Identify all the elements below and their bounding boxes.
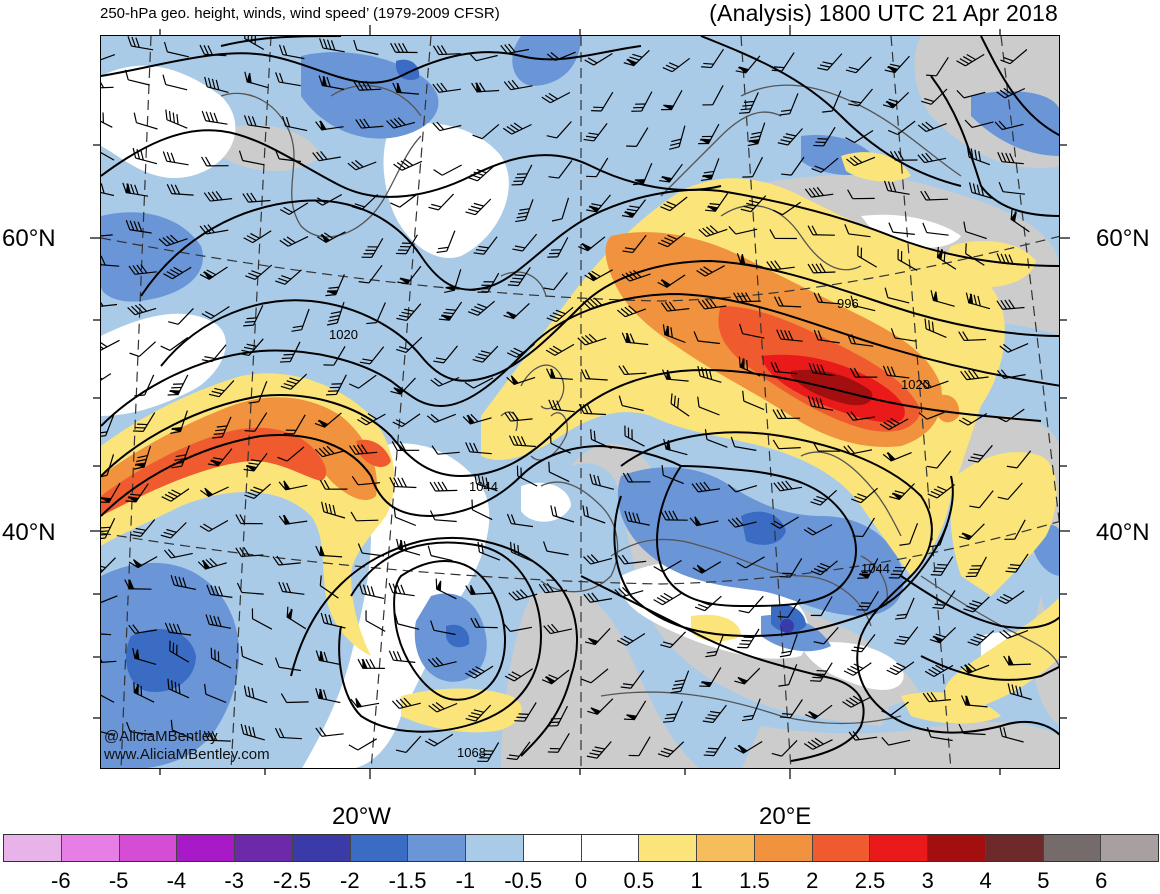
colorbar-tick-label: -2.5 [273,868,311,894]
colorbar-tick-label: -4 [167,868,187,894]
colorbar-tick-label: 3 [922,868,934,894]
lat-label-left: 60°N [2,225,56,253]
colorbar-swatch [813,834,871,862]
colorbar-tick-label: -1.5 [389,868,427,894]
colorbar-swatch [697,834,755,862]
colorbar-swatch [928,834,986,862]
colorbar-swatch [986,834,1044,862]
colorbar-tick-label: 5 [1037,868,1049,894]
colorbar-swatch [466,834,524,862]
lat-label-right: 40°N [1096,519,1150,547]
credit-twitter: @AliciaMBentley [104,728,218,745]
lon-label: 20°E [759,803,811,831]
colorbar-tick-label: -6 [51,868,71,894]
colorbar-tick-label: 2.5 [855,868,886,894]
lon-label: 20°W [332,803,391,831]
colorbar-swatch [62,834,120,862]
colorbar-tick-label: 6 [1095,868,1107,894]
colorbar-tick-label: 4 [979,868,991,894]
colorbar-swatch [1044,834,1102,862]
colorbar-tick-label: 0.5 [624,868,655,894]
map-title: (Analysis) 1800 UTC 21 Apr 2018 [709,0,1058,27]
colorbar [3,834,1159,862]
colorbar-swatch [1101,834,1159,862]
map-subtitle: 250-hPa geo. height, winds, wind speed’ … [100,5,500,22]
colorbar-tick-label: -1 [456,868,476,894]
colorbar-swatch [351,834,409,862]
contour-label: 1020 [901,377,930,392]
lat-label-left: 40°N [2,519,56,547]
colorbar-swatch [870,834,928,862]
lat-label-right: 60°N [1096,225,1150,253]
colorbar-swatch [524,834,582,862]
map-canvas: 1020 996 1020 1044 1044 1068 [101,36,1060,769]
colorbar-swatch [235,834,293,862]
weather-map: 1020 996 1020 1044 1044 1068 [100,35,1060,769]
colorbar-tick-label: -2 [340,868,360,894]
colorbar-swatch [3,834,62,862]
colorbar-tick-label: 1.5 [739,868,770,894]
colorbar-tick-label: 2 [806,868,818,894]
colorbar-swatch [639,834,697,862]
colorbar-swatch [408,834,466,862]
colorbar-tick-label: -0.5 [504,868,542,894]
colorbar-swatch [177,834,235,862]
colorbar-swatch [120,834,178,862]
colorbar-tick-label: 0 [575,868,587,894]
colorbar-tick-label: 1 [690,868,702,894]
colorbar-tick-label: -5 [109,868,129,894]
colorbar-swatch [293,834,351,862]
credit-website: www.AliciaMBentley.com [104,746,270,763]
colorbar-swatch [582,834,640,862]
colorbar-tick-label: -3 [224,868,244,894]
colorbar-swatch [755,834,813,862]
contour-label: 1020 [329,327,358,342]
